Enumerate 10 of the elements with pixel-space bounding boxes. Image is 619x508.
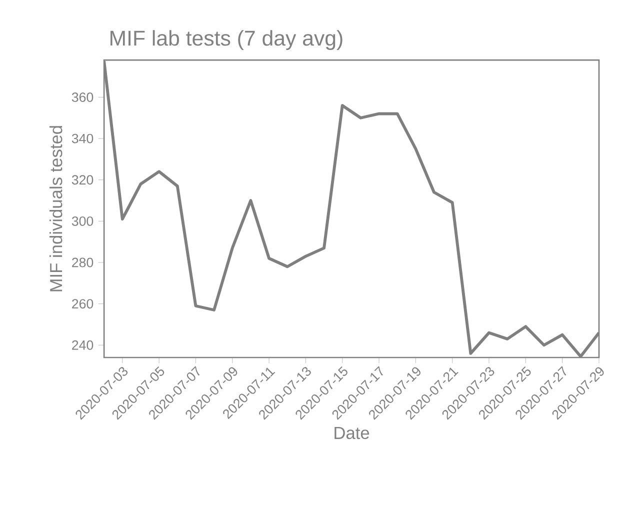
y-tick-label: 260	[72, 298, 94, 308]
chart-title: MIF lab tests (7 day avg)	[110, 30, 342, 50]
y-tick-label: 240	[72, 340, 94, 350]
y-tick-label: 280	[72, 258, 94, 268]
y-tick-label: 300	[72, 216, 94, 226]
y-axis-title: MIF individuals tested	[49, 126, 62, 292]
x-axis-title: Date	[334, 426, 370, 439]
y-tick-label: 360	[72, 92, 94, 102]
y-tick-label: 320	[72, 175, 94, 184]
y-tick-label: 340	[72, 134, 94, 144]
